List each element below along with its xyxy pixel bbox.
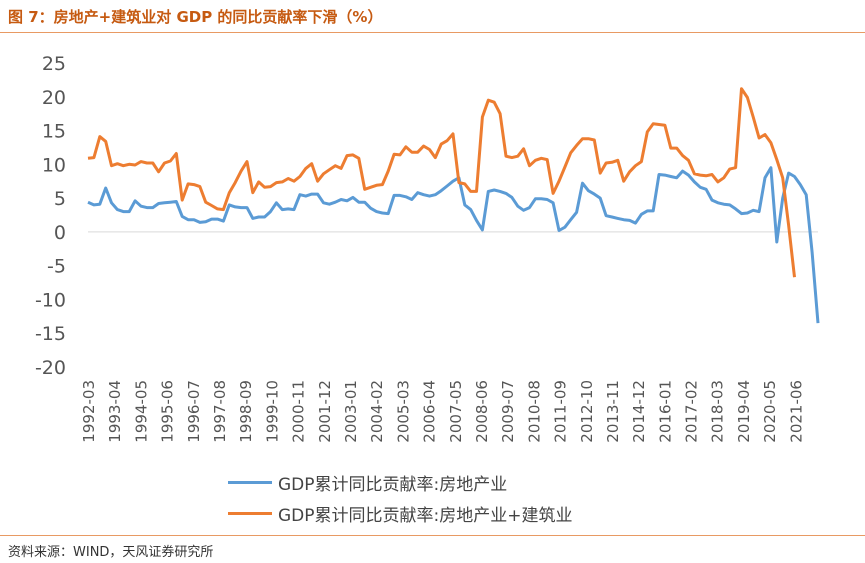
x-tick-label: 2010-08 [525,380,543,443]
y-tick-label: 0 [54,222,66,244]
legend: GDP累计同比贡献率:房地产业 GDP累计同比贡献率:房地产业+建筑业 [228,467,573,529]
y-tick-label: -15 [35,323,66,345]
source-note: 资料来源：WIND，天风证券研究所 [8,545,214,560]
legend-swatch-real-estate-construction [228,512,272,515]
x-tick-label: 1998-09 [237,380,255,443]
chart-title: 图 7：房地产+建筑业对 GDP 的同比贡献率下滑（%） [8,8,383,26]
x-tick-label: 1997-08 [211,380,229,443]
x-tick-label: 2005-03 [394,380,412,443]
y-tick-label: 15 [42,121,66,143]
y-tick-label: -10 [35,289,66,311]
x-tick-label: 2004-02 [368,380,386,443]
y-tick-label: -5 [47,256,66,278]
x-axis-labels: 1992-03 1993-04 1994-05 1995-06 1996-07 1997-… [80,380,805,443]
x-tick-label: 1994-05 [132,380,150,443]
x-tick-label: 2006-04 [421,380,439,443]
y-tick-label: 25 [42,53,66,75]
series-line-real-estate-construction [87,87,796,278]
y-axis-labels: -20 -15 -10 -5 0 5 10 15 20 25 [35,53,66,379]
legend-item-real-estate-construction: GDP累计同比贡献率:房地产业+建筑业 [228,498,573,529]
x-tick-label: 1992-03 [80,380,98,443]
x-tick-label: 2011-09 [552,380,570,443]
x-tick-label: 2021-06 [787,380,805,443]
top-rule [0,32,865,33]
x-tick-label: 2016-01 [656,380,674,443]
legend-label-real-estate: GDP累计同比贡献率:房地产业 [278,475,508,495]
series-line-real-estate [87,166,820,324]
x-tick-label: 2013-11 [604,380,622,443]
x-tick-label: 2017-02 [683,380,701,443]
x-tick-label: 1993-04 [106,380,124,443]
y-tick-label: 20 [42,87,66,109]
x-tick-label: 2008-06 [473,380,491,443]
x-tick-label: 2007-05 [447,380,465,443]
x-tick-label: 2001-12 [316,380,334,443]
x-tick-label: 2018-03 [709,380,727,443]
x-tick-label: 1996-07 [185,380,203,443]
line-chart: -20 -15 -10 -5 0 5 10 15 20 25 1992-03 1993-04 1994… [35,53,820,443]
series-lines [87,87,820,324]
y-tick-label: 5 [54,188,66,210]
y-tick-label: 10 [42,154,66,176]
x-tick-label: 1995-06 [159,380,177,443]
x-tick-label: 2009-07 [499,380,517,443]
x-tick-label: 2012-10 [578,380,596,443]
y-tick-label: -20 [35,357,66,379]
x-tick-label: 2019-04 [735,380,753,443]
bottom-rule [0,535,865,536]
x-tick-label: 2000-11 [290,380,308,443]
x-tick-label: 2014-12 [630,380,648,443]
legend-item-real-estate: GDP累计同比贡献率:房地产业 [228,467,573,498]
x-tick-label: 2003-01 [342,380,360,443]
legend-label-real-estate-construction: GDP累计同比贡献率:房地产业+建筑业 [278,506,573,526]
x-tick-label: 1999-10 [263,380,281,443]
legend-swatch-real-estate [228,481,272,484]
x-tick-label: 2020-05 [761,380,779,443]
